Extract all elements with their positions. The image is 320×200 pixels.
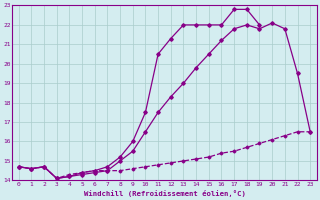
X-axis label: Windchill (Refroidissement éolien,°C): Windchill (Refroidissement éolien,°C) <box>84 190 245 197</box>
